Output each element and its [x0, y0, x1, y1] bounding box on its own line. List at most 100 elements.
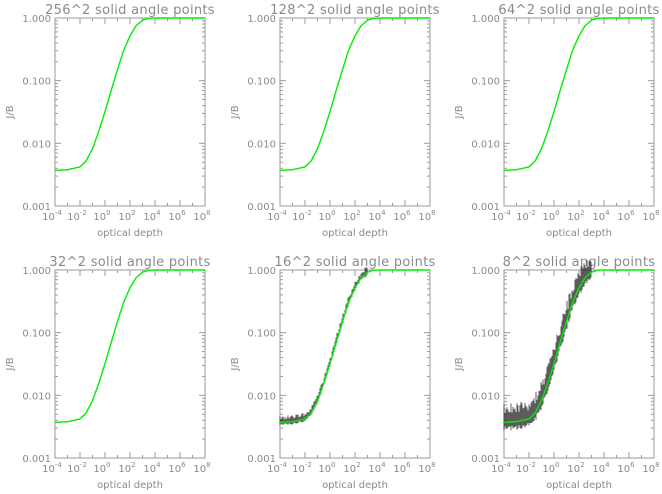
x-tick-base: 10 — [516, 212, 529, 223]
y-tick-label: 0.010 — [471, 391, 500, 402]
x-tick-exponent: 4 — [381, 461, 386, 469]
x-tick-label: 106 — [393, 209, 411, 223]
x-tick-label: 102 — [567, 461, 584, 475]
noise-spikes — [503, 259, 592, 431]
y-axis-label: J/B — [454, 357, 465, 371]
x-tick-label: 104 — [592, 461, 610, 475]
x-tick-base: 10 — [343, 464, 356, 475]
x-tick-base: 10 — [318, 212, 331, 223]
x-tick-exponent: 8 — [206, 209, 210, 217]
x-tick-exponent: 8 — [655, 209, 659, 217]
x-axis: 10-4 10-2 100 102 104 106 108 — [491, 270, 660, 475]
x-tick-exponent: 0 — [555, 461, 559, 469]
x-tick-exponent: 4 — [156, 209, 161, 217]
x-axis-label: optical depth — [97, 480, 163, 491]
x-tick-base: 10 — [516, 464, 529, 475]
plot-frame — [54, 17, 206, 207]
y-axis: 0.001 0.010 0.100 1.000 — [247, 14, 430, 213]
x-tick-exponent: 0 — [106, 461, 110, 469]
x-tick-label: 108 — [418, 209, 435, 223]
x-axis-label: optical depth — [97, 228, 163, 239]
x-tick-label: 100 — [318, 209, 335, 223]
x-tick-base: 10 — [491, 464, 504, 475]
y-tick-label: 1.000 — [22, 14, 51, 25]
x-tick-exponent: 8 — [431, 209, 435, 217]
x-tick-label: 104 — [143, 461, 161, 475]
x-tick-base: 10 — [267, 464, 280, 475]
series-line — [503, 269, 654, 424]
plot-frame — [503, 269, 655, 459]
y-tick-label: 0.001 — [247, 454, 276, 465]
plot-title: 8^2 solid angle points — [503, 255, 656, 270]
x-tick-label: 104 — [143, 209, 161, 223]
y-tick-label: 0.010 — [22, 139, 51, 150]
x-tick-exponent: -4 — [280, 209, 288, 217]
y-axis-label: J/B — [230, 357, 241, 371]
x-tick-exponent: -2 — [529, 461, 536, 469]
x-axis-label: optical depth — [546, 228, 612, 239]
x-tick-label: 108 — [418, 461, 435, 475]
plot-title: 64^2 solid angle points — [498, 3, 659, 18]
y-axis-label: J/B — [5, 357, 16, 371]
x-axis: 10-4 10-2 100 102 104 106 108 — [42, 18, 211, 223]
x-tick-base: 10 — [42, 212, 55, 223]
chart-panel-6: 8^2 solid angle points 0.001 0.010 0.100 1.0… — [454, 255, 660, 491]
x-tick-label: 10-4 — [267, 209, 287, 223]
x-tick-label: 10-2 — [516, 461, 536, 475]
x-tick-base: 10 — [193, 464, 206, 475]
chart-panel-3: 64^2 solid angle points 0.001 0.010 0.100 1.… — [454, 3, 660, 239]
x-tick-label: 100 — [93, 209, 110, 223]
plot-title: 16^2 solid angle points — [274, 255, 435, 270]
x-axis: 10-4 10-2 100 102 104 106 108 — [491, 18, 660, 223]
x-tick-base: 10 — [567, 464, 580, 475]
x-tick-base: 10 — [292, 212, 305, 223]
x-tick-exponent: 2 — [131, 209, 135, 217]
x-tick-exponent: 8 — [431, 461, 435, 469]
x-tick-base: 10 — [193, 212, 206, 223]
x-tick-exponent: 2 — [131, 461, 135, 469]
plot-frame — [279, 17, 431, 207]
y-tick-label: 0.100 — [22, 329, 51, 340]
x-tick-label: 108 — [642, 209, 659, 223]
x-tick-exponent: 4 — [156, 461, 161, 469]
x-tick-base: 10 — [418, 212, 431, 223]
x-tick-base: 10 — [491, 212, 504, 223]
x-tick-label: 10-4 — [42, 461, 62, 475]
x-tick-label: 104 — [592, 209, 610, 223]
x-tick-exponent: 4 — [381, 209, 386, 217]
y-tick-label: 0.010 — [247, 139, 276, 150]
x-tick-label: 10-2 — [516, 209, 536, 223]
x-tick-base: 10 — [292, 464, 305, 475]
x-tick-label: 100 — [318, 461, 335, 475]
x-tick-label: 106 — [168, 209, 186, 223]
x-tick-label: 106 — [393, 461, 411, 475]
x-tick-exponent: -4 — [280, 461, 288, 469]
chart-panel-5: 16^2 solid angle points 0.001 0.010 0.100 1.… — [230, 255, 436, 491]
chart-panel-4: 32^2 solid angle points 0.001 0.010 0.100 1.… — [5, 255, 211, 491]
x-tick-exponent: 0 — [331, 461, 335, 469]
y-tick-label: 0.100 — [247, 329, 276, 340]
x-tick-base: 10 — [393, 212, 406, 223]
x-tick-label: 102 — [118, 461, 135, 475]
x-tick-base: 10 — [118, 212, 131, 223]
x-tick-exponent: -2 — [305, 209, 312, 217]
y-axis-label: J/B — [230, 105, 241, 119]
y-tick-label: 0.010 — [247, 391, 276, 402]
x-tick-exponent: -4 — [55, 461, 63, 469]
x-tick-base: 10 — [343, 212, 356, 223]
y-tick-label: 1.000 — [247, 14, 276, 25]
y-tick-label: 0.001 — [22, 454, 51, 465]
y-tick-label: 0.001 — [471, 202, 500, 213]
x-tick-label: 10-4 — [491, 461, 511, 475]
x-tick-base: 10 — [318, 464, 331, 475]
x-tick-base: 10 — [93, 464, 106, 475]
x-tick-base: 10 — [617, 212, 630, 223]
x-tick-label: 108 — [642, 461, 659, 475]
x-tick-label: 100 — [93, 461, 110, 475]
x-tick-exponent: 0 — [106, 209, 110, 217]
y-axis: 0.001 0.010 0.100 1.000 — [471, 266, 654, 465]
x-tick-base: 10 — [42, 464, 55, 475]
x-tick-exponent: 8 — [655, 461, 659, 469]
y-tick-label: 0.100 — [471, 329, 500, 340]
